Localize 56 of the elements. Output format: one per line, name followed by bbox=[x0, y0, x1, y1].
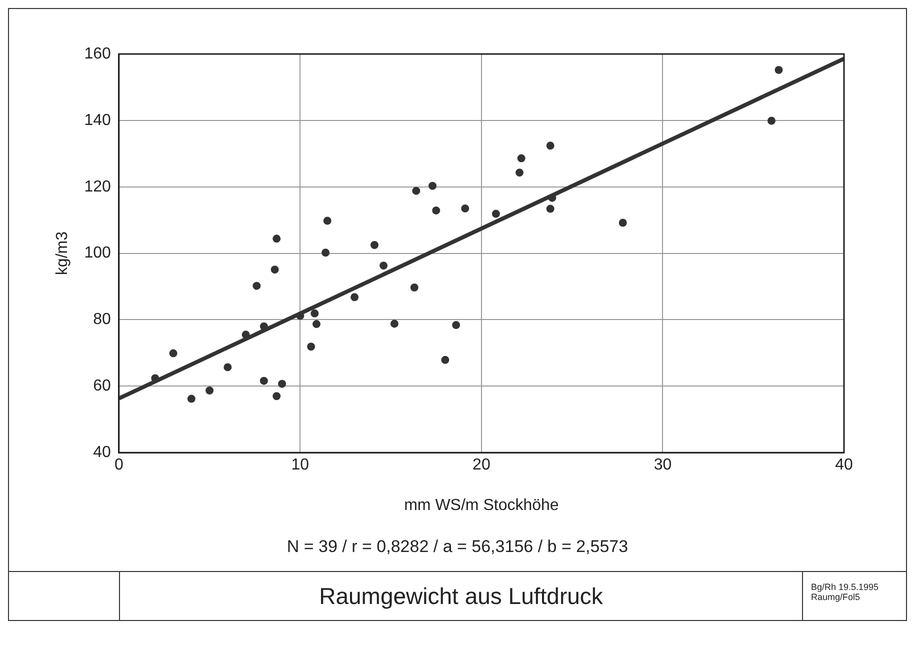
y-tick-label: 160 bbox=[84, 45, 111, 62]
y-tick-label: 140 bbox=[84, 112, 111, 129]
point bbox=[441, 356, 450, 364]
point bbox=[410, 284, 418, 292]
text: N = 39 / r = 0,8282 / a = 56,3156 / b = 2,5573 bbox=[286, 536, 630, 558]
x-tick-label: 10 bbox=[291, 456, 310, 474]
y-tick-label: 60 bbox=[93, 378, 111, 395]
point bbox=[461, 204, 470, 212]
point bbox=[252, 282, 261, 290]
point bbox=[296, 312, 304, 320]
point bbox=[323, 216, 332, 225]
x-axis-title: mm WS/m Stockhöhe bbox=[404, 496, 559, 514]
point bbox=[169, 349, 178, 358]
text: Bg/Rh 19.5.1995 bbox=[811, 582, 880, 592]
point bbox=[322, 248, 330, 257]
point bbox=[260, 322, 268, 330]
y-tick-label: 80 bbox=[93, 311, 111, 328]
point bbox=[390, 320, 398, 328]
point bbox=[224, 363, 232, 372]
point bbox=[260, 376, 268, 385]
point bbox=[412, 186, 420, 195]
point bbox=[350, 293, 359, 302]
y-axis-title: kg/m3 bbox=[54, 231, 72, 276]
point bbox=[307, 342, 316, 351]
point bbox=[312, 320, 320, 328]
point bbox=[452, 321, 460, 330]
point bbox=[370, 240, 378, 249]
point bbox=[548, 194, 556, 202]
point bbox=[380, 262, 388, 270]
y-tick-label: 100 bbox=[84, 244, 111, 262]
point bbox=[310, 309, 319, 318]
point bbox=[428, 182, 437, 190]
x-tick-label: 40 bbox=[835, 456, 853, 474]
point bbox=[492, 210, 500, 218]
x-tick-label: 0 bbox=[114, 456, 124, 474]
point bbox=[278, 380, 286, 388]
text: Raumgewicht aus Luftdruck bbox=[318, 582, 604, 610]
point bbox=[774, 66, 783, 74]
point bbox=[187, 394, 196, 403]
point bbox=[517, 154, 526, 162]
x-tick-label: 30 bbox=[654, 456, 672, 474]
point bbox=[272, 234, 281, 243]
point bbox=[618, 218, 627, 227]
point bbox=[546, 204, 554, 213]
point bbox=[206, 386, 214, 394]
point bbox=[516, 168, 524, 177]
point bbox=[432, 206, 440, 214]
point bbox=[546, 142, 554, 150]
point bbox=[272, 392, 281, 400]
x-tick-label: 20 bbox=[472, 456, 490, 474]
point bbox=[242, 330, 250, 339]
y-tick-label: 40 bbox=[93, 444, 111, 462]
text: Raumg/Fol5 bbox=[811, 592, 862, 602]
y-tick-label: 120 bbox=[84, 178, 111, 196]
point bbox=[767, 116, 776, 125]
point bbox=[270, 266, 279, 274]
